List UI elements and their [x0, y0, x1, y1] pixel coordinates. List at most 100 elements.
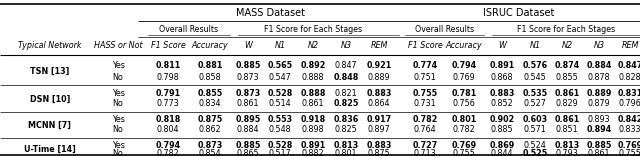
Text: 0.804: 0.804: [157, 125, 179, 134]
Text: 0.755: 0.755: [619, 149, 640, 156]
Text: 0.921: 0.921: [366, 61, 392, 71]
Text: 0.897: 0.897: [367, 125, 390, 134]
Text: 0.713: 0.713: [413, 149, 436, 156]
Text: 0.891: 0.891: [300, 141, 326, 149]
Text: 0.861: 0.861: [554, 115, 580, 124]
Text: 0.884: 0.884: [586, 61, 612, 71]
Text: Overall Results: Overall Results: [415, 24, 474, 34]
Text: Accuracy: Accuracy: [445, 41, 483, 51]
Text: 0.861: 0.861: [554, 90, 580, 98]
Text: 0.548: 0.548: [269, 125, 291, 134]
Text: F1 Score: F1 Score: [408, 41, 442, 51]
Text: 0.898: 0.898: [301, 125, 324, 134]
Text: No: No: [113, 73, 124, 81]
Text: 0.825: 0.825: [335, 125, 357, 134]
Text: 0.861: 0.861: [301, 100, 324, 109]
Text: 0.813: 0.813: [554, 141, 580, 149]
Text: Typical Network: Typical Network: [19, 41, 82, 51]
Text: 0.836: 0.836: [333, 115, 358, 124]
Text: 0.888: 0.888: [301, 73, 324, 81]
Text: 0.831: 0.831: [618, 90, 640, 98]
Text: 0.855: 0.855: [197, 90, 223, 98]
Text: 0.883: 0.883: [490, 90, 515, 98]
Text: MASS Dataset: MASS Dataset: [236, 8, 305, 18]
Text: 0.842: 0.842: [618, 115, 640, 124]
Text: REM: REM: [371, 41, 388, 51]
Text: 0.527: 0.527: [524, 100, 547, 109]
Text: 0.829: 0.829: [556, 100, 579, 109]
Text: 0.847: 0.847: [335, 61, 357, 71]
Text: Accuracy: Accuracy: [192, 41, 228, 51]
Text: 0.875: 0.875: [197, 115, 223, 124]
Text: 0.847: 0.847: [618, 61, 640, 71]
Text: 0.821: 0.821: [335, 90, 357, 98]
Text: 0.873: 0.873: [237, 73, 259, 81]
Text: 0.782: 0.782: [452, 125, 476, 134]
Text: F1 Score for Each Stages: F1 Score for Each Stages: [264, 24, 363, 34]
Text: 0.825: 0.825: [333, 100, 358, 109]
Text: 0.885: 0.885: [236, 61, 260, 71]
Text: 0.892: 0.892: [300, 61, 326, 71]
Text: 0.517: 0.517: [269, 149, 291, 156]
Text: Yes: Yes: [111, 141, 124, 149]
Text: HASS or Not: HASS or Not: [93, 41, 142, 51]
Text: 0.889: 0.889: [368, 73, 390, 81]
Text: 0.895: 0.895: [236, 115, 260, 124]
Text: 0.791: 0.791: [156, 90, 180, 98]
Text: No: No: [113, 100, 124, 109]
Text: REM: REM: [621, 41, 639, 51]
Text: 0.547: 0.547: [269, 73, 291, 81]
Text: N3: N3: [593, 41, 605, 51]
Text: 0.864: 0.864: [368, 100, 390, 109]
Text: 0.755: 0.755: [452, 149, 476, 156]
Text: W: W: [244, 41, 252, 51]
Text: 0.801: 0.801: [451, 115, 477, 124]
Text: No: No: [113, 149, 124, 156]
Text: 0.875: 0.875: [367, 149, 390, 156]
Text: 0.858: 0.858: [198, 73, 221, 81]
Text: 0.865: 0.865: [237, 149, 259, 156]
Text: F1 Score: F1 Score: [150, 41, 186, 51]
Text: 0.888: 0.888: [300, 90, 326, 98]
Text: 0.918: 0.918: [300, 115, 326, 124]
Text: W: W: [498, 41, 506, 51]
Text: 0.868: 0.868: [491, 73, 513, 81]
Text: Yes: Yes: [111, 115, 124, 124]
Text: DSN [10]: DSN [10]: [30, 95, 70, 103]
Text: 0.571: 0.571: [524, 125, 547, 134]
Text: 0.834: 0.834: [199, 100, 221, 109]
Text: ISRUC Dataset: ISRUC Dataset: [483, 8, 554, 18]
Text: 0.861: 0.861: [588, 149, 611, 156]
Text: 0.851: 0.851: [556, 125, 579, 134]
Text: 0.813: 0.813: [333, 141, 358, 149]
Text: 0.769: 0.769: [451, 141, 477, 149]
Text: 0.818: 0.818: [156, 115, 180, 124]
Text: 0.528: 0.528: [268, 141, 292, 149]
Text: 0.891: 0.891: [490, 61, 515, 71]
Text: F1 Score for Each Stages: F1 Score for Each Stages: [517, 24, 615, 34]
Text: 0.884: 0.884: [237, 125, 259, 134]
Text: 0.885: 0.885: [586, 141, 612, 149]
Text: 0.769: 0.769: [452, 73, 476, 81]
Text: 0.545: 0.545: [524, 73, 547, 81]
Text: 0.917: 0.917: [367, 115, 392, 124]
Text: 0.854: 0.854: [198, 149, 221, 156]
Text: 0.525: 0.525: [522, 149, 548, 156]
Text: 0.793: 0.793: [556, 149, 579, 156]
Text: 0.774: 0.774: [412, 61, 438, 71]
Text: 0.894: 0.894: [586, 125, 612, 134]
Text: 0.893: 0.893: [588, 115, 611, 124]
Text: 0.528: 0.528: [268, 90, 292, 98]
Text: 0.883: 0.883: [366, 141, 392, 149]
Text: 0.514: 0.514: [269, 100, 291, 109]
Text: 0.902: 0.902: [490, 115, 515, 124]
Text: 0.755: 0.755: [412, 90, 438, 98]
Text: 0.576: 0.576: [522, 61, 548, 71]
Text: TSN [13]: TSN [13]: [30, 67, 70, 76]
Text: 0.873: 0.873: [236, 90, 260, 98]
Text: 0.798: 0.798: [157, 73, 179, 81]
Text: 0.869: 0.869: [490, 141, 515, 149]
Text: 0.828: 0.828: [619, 73, 640, 81]
Text: 0.873: 0.873: [197, 141, 223, 149]
Text: N1: N1: [275, 41, 285, 51]
